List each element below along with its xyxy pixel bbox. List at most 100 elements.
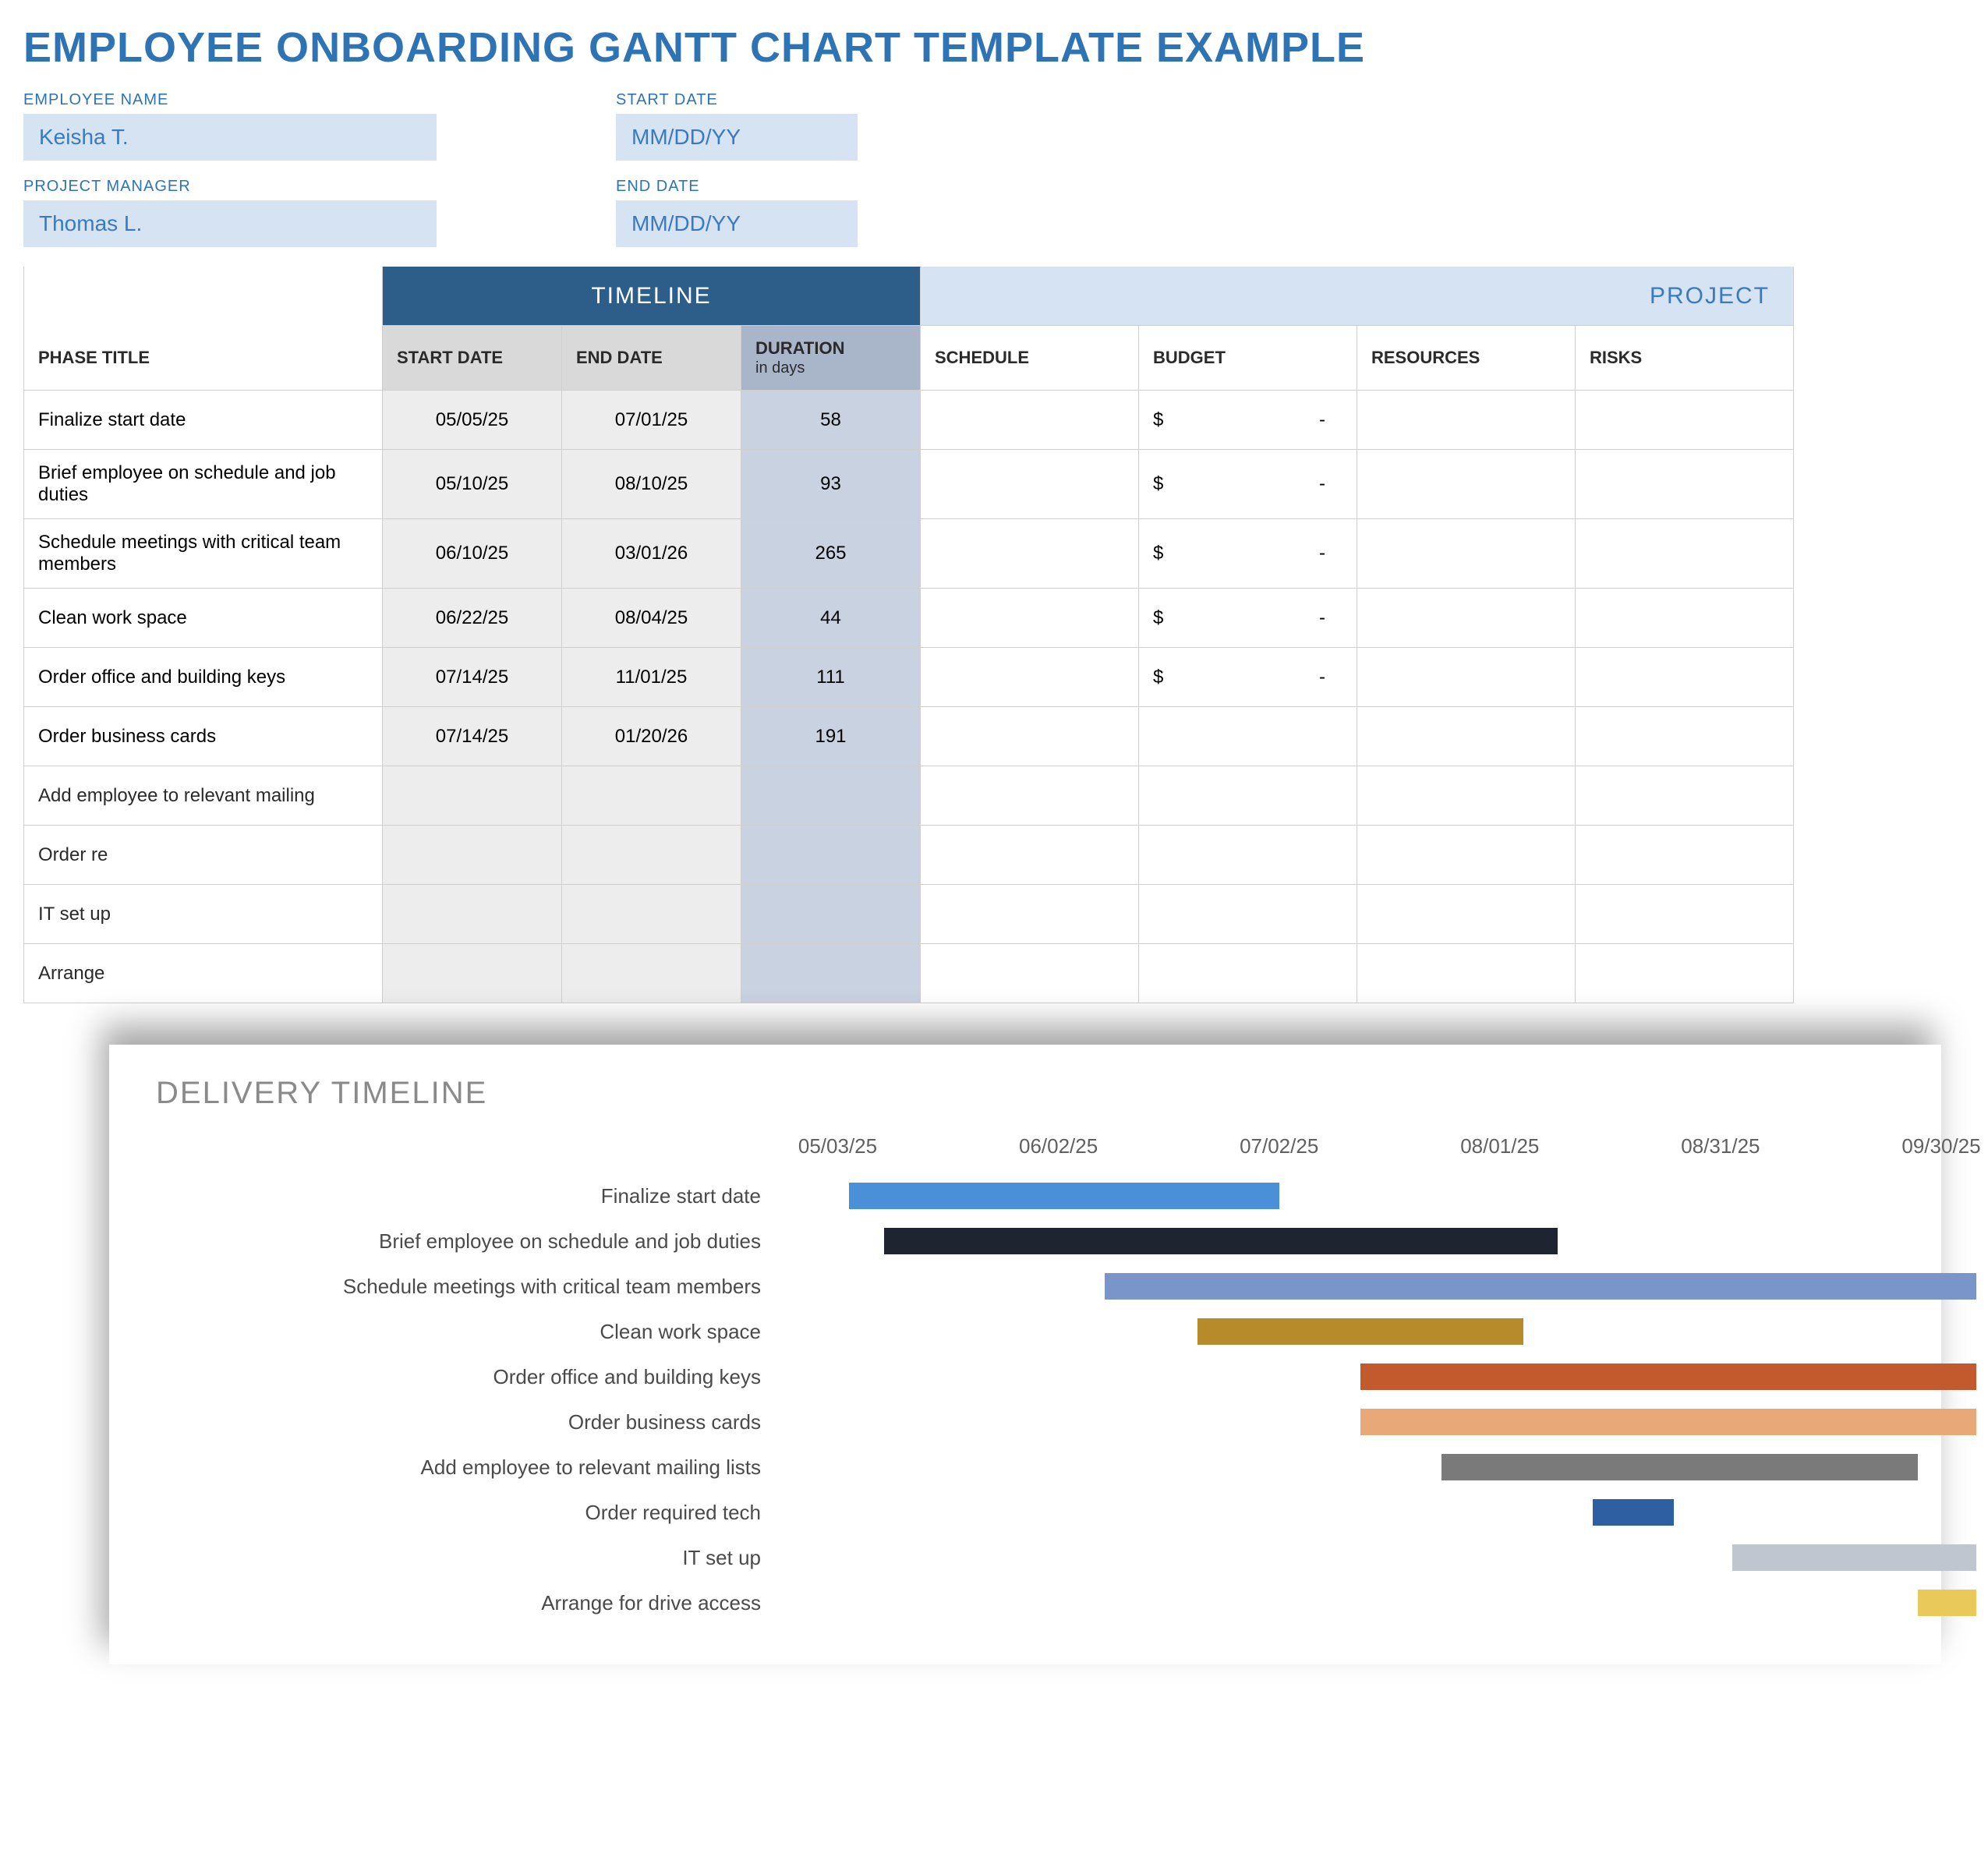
gantt-date-tick: 08/31/25 xyxy=(1681,1134,1760,1158)
risks-cell[interactable] xyxy=(1576,391,1794,450)
empty-cell xyxy=(1357,766,1576,826)
resources-cell[interactable] xyxy=(1357,450,1576,519)
col-phase: PHASE TITLE xyxy=(24,326,383,391)
gantt-track xyxy=(780,1264,1941,1309)
gantt-date-tick: 05/03/25 xyxy=(798,1134,877,1158)
phase-cell[interactable]: Finalize start date xyxy=(24,391,383,450)
end-date-cell[interactable]: 08/10/25 xyxy=(562,450,741,519)
phase-cell[interactable]: Clean work space xyxy=(24,589,383,648)
phase-cell[interactable]: Order business cards xyxy=(24,707,383,766)
col-budget: BUDGET xyxy=(1139,326,1357,391)
gantt-bar xyxy=(1360,1409,1976,1435)
budget-cell[interactable]: $- xyxy=(1139,519,1357,589)
resources-cell[interactable] xyxy=(1357,391,1576,450)
gantt-date-tick: 08/01/25 xyxy=(1460,1134,1539,1158)
budget-cell[interactable] xyxy=(1139,707,1357,766)
resources-cell[interactable] xyxy=(1357,707,1576,766)
gantt-bar xyxy=(1105,1273,1976,1300)
duration-cell[interactable]: 93 xyxy=(741,450,921,519)
empty-cell xyxy=(1357,885,1576,944)
duration-cell[interactable]: 191 xyxy=(741,707,921,766)
end-date-field[interactable]: MM/DD/YY xyxy=(616,200,858,247)
schedule-cell[interactable] xyxy=(921,707,1139,766)
project-manager-label: PROJECT MANAGER xyxy=(23,178,437,196)
start-date-cell[interactable]: 06/22/25 xyxy=(383,589,562,648)
col-duration: DURATION in days xyxy=(741,326,921,391)
risks-cell[interactable] xyxy=(1576,589,1794,648)
start-date-label: START DATE xyxy=(616,91,858,109)
budget-symbol: $ xyxy=(1153,543,1163,564)
employee-name-label: EMPLOYEE NAME xyxy=(23,91,437,109)
gantt-date-tick: 09/30/25 xyxy=(1901,1134,1980,1158)
end-date-cell[interactable]: 07/01/25 xyxy=(562,391,741,450)
budget-symbol: $ xyxy=(1153,473,1163,495)
budget-cell[interactable]: $- xyxy=(1139,450,1357,519)
blank-header xyxy=(24,267,383,326)
resources-cell[interactable] xyxy=(1357,648,1576,707)
gantt-track xyxy=(780,1445,1941,1490)
phase-cell-truncated: IT set up xyxy=(24,885,383,944)
duration-cell[interactable]: 265 xyxy=(741,519,921,589)
gantt-row: Order business cards xyxy=(156,1399,1941,1445)
start-date-cell[interactable]: 06/10/25 xyxy=(383,519,562,589)
schedule-cell[interactable] xyxy=(921,519,1139,589)
resources-cell[interactable] xyxy=(1357,519,1576,589)
phase-cell[interactable]: Brief employee on schedule and job dutie… xyxy=(24,450,383,519)
start-date-field[interactable]: MM/DD/YY xyxy=(616,114,858,161)
empty-cell xyxy=(921,944,1139,1003)
gantt-track xyxy=(780,1218,1941,1264)
risks-cell[interactable] xyxy=(1576,707,1794,766)
employee-name-block: EMPLOYEE NAME Keisha T. xyxy=(23,91,437,161)
gantt-bar xyxy=(884,1228,1558,1254)
schedule-cell[interactable] xyxy=(921,450,1139,519)
end-date-cell[interactable]: 01/20/26 xyxy=(562,707,741,766)
start-date-cell[interactable]: 07/14/25 xyxy=(383,648,562,707)
empty-cell xyxy=(383,944,562,1003)
empty-cell xyxy=(741,766,921,826)
budget-cell[interactable]: $- xyxy=(1139,648,1357,707)
empty-cell xyxy=(921,826,1139,885)
project-manager-block: PROJECT MANAGER Thomas L. xyxy=(23,178,437,247)
phase-cell-truncated: Add employee to relevant mailing xyxy=(24,766,383,826)
end-date-cell[interactable]: 08/04/25 xyxy=(562,589,741,648)
budget-dash: - xyxy=(1319,473,1325,495)
end-date-cell[interactable]: 11/01/25 xyxy=(562,648,741,707)
duration-cell[interactable]: 44 xyxy=(741,589,921,648)
project-manager-field[interactable]: Thomas L. xyxy=(23,200,437,247)
col-start-date-text: START DATE xyxy=(397,348,503,368)
page-title: EMPLOYEE ONBOARDING GANTT CHART TEMPLATE… xyxy=(23,23,1965,72)
duration-cell[interactable]: 111 xyxy=(741,648,921,707)
risks-cell[interactable] xyxy=(1576,450,1794,519)
budget-cell[interactable]: $- xyxy=(1139,391,1357,450)
schedule-cell[interactable] xyxy=(921,589,1139,648)
gantt-bar xyxy=(1732,1544,1976,1571)
start-date-cell[interactable]: 05/10/25 xyxy=(383,450,562,519)
resources-cell[interactable] xyxy=(1357,589,1576,648)
employee-name-field[interactable]: Keisha T. xyxy=(23,114,437,161)
gantt-bar xyxy=(1593,1499,1674,1526)
timeline-header: TIMELINE xyxy=(383,267,921,326)
empty-cell xyxy=(741,944,921,1003)
risks-cell[interactable] xyxy=(1576,648,1794,707)
start-date-cell[interactable]: 05/05/25 xyxy=(383,391,562,450)
end-date-cell[interactable]: 03/01/26 xyxy=(562,519,741,589)
phase-cell-truncated: Order re xyxy=(24,826,383,885)
schedule-cell[interactable] xyxy=(921,391,1139,450)
gantt-track xyxy=(780,1173,1941,1218)
gantt-date-tick: 07/02/25 xyxy=(1240,1134,1318,1158)
gantt-date-axis: 05/03/2506/02/2507/02/2508/01/2508/31/25… xyxy=(780,1134,1941,1173)
gantt-rows: Finalize start dateBrief employee on sch… xyxy=(156,1173,1941,1625)
phase-cell[interactable]: Schedule meetings with critical team mem… xyxy=(24,519,383,589)
start-date-cell[interactable]: 07/14/25 xyxy=(383,707,562,766)
gantt-row: Order office and building keys xyxy=(156,1354,1941,1399)
gantt-row-label: IT set up xyxy=(156,1546,780,1570)
duration-cell[interactable]: 58 xyxy=(741,391,921,450)
schedule-cell[interactable] xyxy=(921,648,1139,707)
phase-cell[interactable]: Order office and building keys xyxy=(24,648,383,707)
risks-cell[interactable] xyxy=(1576,519,1794,589)
gantt-row: Finalize start date xyxy=(156,1173,1941,1218)
col-duration-sub: in days xyxy=(755,359,805,377)
info-row-1: EMPLOYEE NAME Keisha T. START DATE MM/DD… xyxy=(23,91,1965,161)
empty-cell xyxy=(383,826,562,885)
budget-cell[interactable]: $- xyxy=(1139,589,1357,648)
